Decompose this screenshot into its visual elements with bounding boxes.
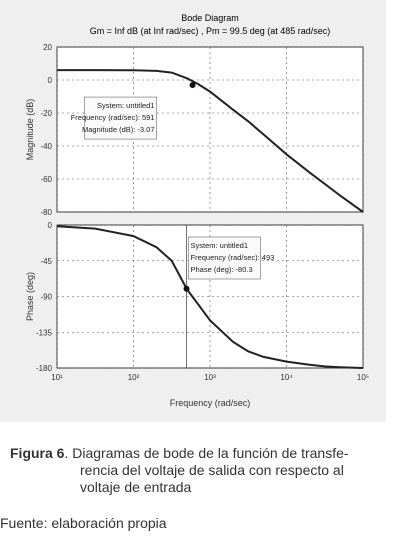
y-tick-label: -45 — [40, 257, 52, 266]
y-tick-label: -80 — [40, 208, 52, 217]
y-tick-label: -20 — [40, 109, 52, 118]
caption-line: . Diagramas de bode de la función de tra… — [64, 445, 349, 461]
caption: Figura 6. Diagramas de bode de la funció… — [10, 445, 400, 496]
x-tick-label: 10² — [128, 373, 140, 382]
chart-title: Bode Diagram — [181, 13, 239, 23]
x-tick-label: 10⁴ — [280, 373, 293, 382]
y-tick-label: 0 — [48, 221, 53, 230]
x-tick-label: 10⁵ — [357, 373, 369, 382]
chart-subtitle: Gm = Inf dB (at Inf rad/sec) , Pm = 99.5… — [90, 26, 331, 36]
line-series — [57, 69, 364, 213]
datatip-box — [84, 96, 157, 140]
caption-label: Figura 6 — [10, 445, 65, 461]
datatip-marker — [189, 82, 196, 89]
y-tick-label: 20 — [43, 43, 52, 52]
datatip-text: Magnitude (dB): -3.07 — [82, 125, 155, 134]
y-tick-label: -180 — [36, 364, 53, 373]
x-tick-label: 10¹ — [51, 373, 63, 382]
datatip-box — [188, 236, 261, 280]
datatip-text: System: untitled1 — [191, 241, 249, 250]
x-tick-label: 10³ — [204, 373, 216, 382]
y-tick-label: 0 — [48, 76, 53, 85]
figure: Bode Diagram Gm = Inf dB (at Inf rad/sec)… — [0, 0, 386, 422]
datatip-text: System: untitled1 — [97, 101, 155, 110]
datatip-text: Phase (deg): -80.3 — [191, 265, 253, 274]
line-series — [56, 225, 364, 369]
datatip-text: Frequency (rad/sec): 493 — [191, 253, 275, 262]
caption-line: rencia del voltaje de salida con respect… — [80, 462, 344, 478]
y-tick-label: -40 — [40, 142, 52, 151]
caption-line: voltaje de entrada — [80, 479, 192, 495]
datatip-text: Frequency (rad/sec): 591 — [71, 113, 155, 122]
y-tick-label: -135 — [36, 328, 53, 337]
y-axis-label: Phase (deg) — [25, 272, 35, 321]
x-axis-label: Frequency (rad/sec) — [170, 398, 251, 408]
y-tick-label: -60 — [40, 175, 52, 184]
y-axis-label: Magnitude (dB) — [25, 99, 35, 161]
source: Fuente: elaboración propia — [0, 515, 167, 531]
y-tick-label: -90 — [40, 293, 52, 302]
datatip-marker — [183, 285, 190, 292]
